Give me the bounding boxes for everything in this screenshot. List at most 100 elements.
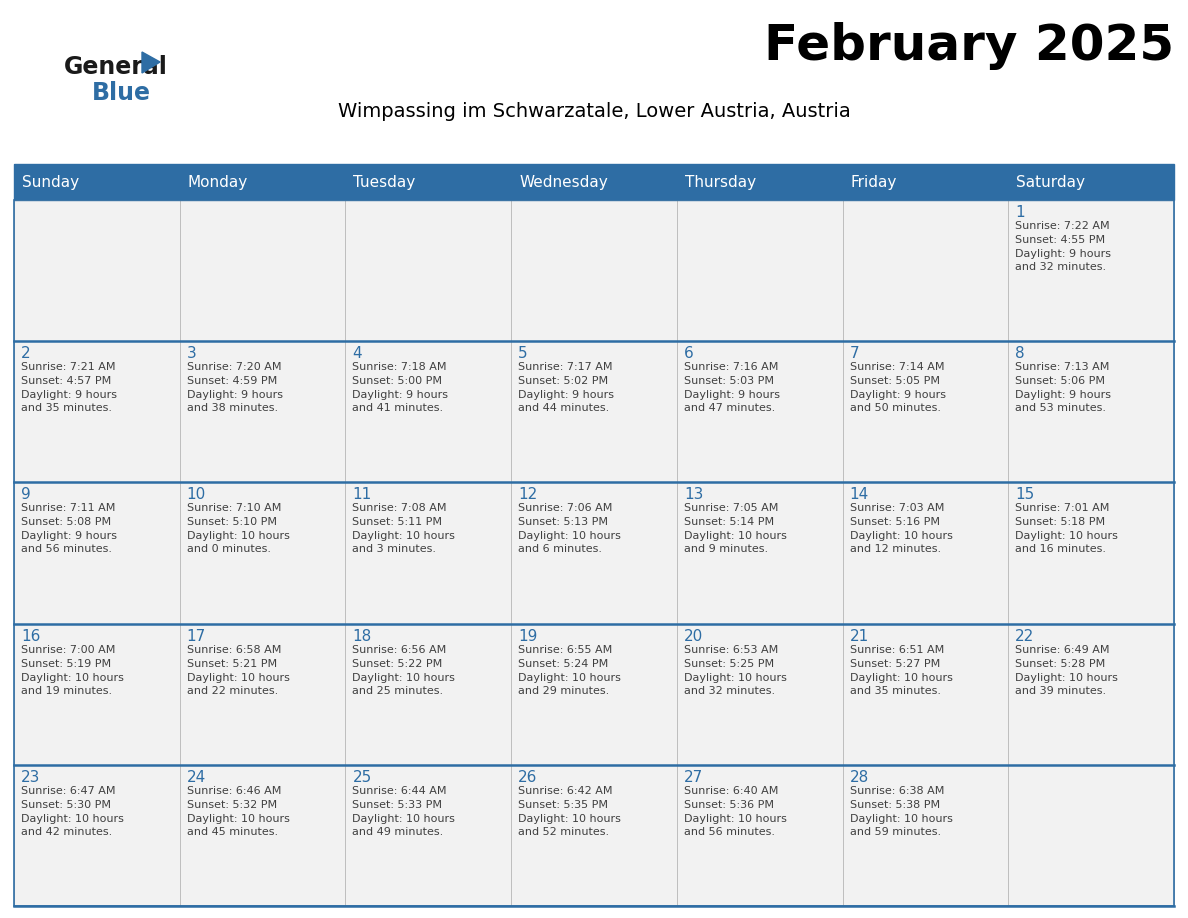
Text: and 56 minutes.: and 56 minutes.	[21, 544, 112, 554]
Bar	[511, 341, 677, 482]
Text: 10: 10	[187, 487, 206, 502]
Text: and 41 minutes.: and 41 minutes.	[353, 403, 443, 413]
Text: 13: 13	[684, 487, 703, 502]
Text: Sunrise: 6:44 AM: Sunrise: 6:44 AM	[353, 786, 447, 796]
Bar	[511, 482, 677, 623]
Text: Sunrise: 6:46 AM: Sunrise: 6:46 AM	[187, 786, 282, 796]
Text: Daylight: 10 hours: Daylight: 10 hours	[353, 813, 455, 823]
Text: Sunset: 5:35 PM: Sunset: 5:35 PM	[518, 800, 608, 810]
Text: Daylight: 9 hours: Daylight: 9 hours	[21, 532, 116, 542]
Bar	[511, 200, 677, 341]
Text: Wimpassing im Schwarzatale, Lower Austria, Austria: Wimpassing im Schwarzatale, Lower Austri…	[337, 102, 851, 121]
Bar	[511, 765, 677, 906]
Bar	[1009, 200, 1174, 341]
Bar	[346, 765, 511, 906]
Bar	[842, 482, 1009, 623]
Text: Sunset: 5:16 PM: Sunset: 5:16 PM	[849, 518, 940, 528]
Bar	[14, 200, 179, 341]
Text: and 25 minutes.: and 25 minutes.	[353, 686, 443, 696]
Text: Sunrise: 7:20 AM: Sunrise: 7:20 AM	[187, 363, 282, 372]
Bar	[14, 341, 179, 482]
Text: Sunrise: 7:21 AM: Sunrise: 7:21 AM	[21, 363, 115, 372]
Text: February 2025: February 2025	[764, 22, 1174, 70]
Bar	[677, 341, 842, 482]
Text: and 19 minutes.: and 19 minutes.	[21, 686, 112, 696]
Text: Daylight: 10 hours: Daylight: 10 hours	[21, 673, 124, 683]
Bar	[179, 482, 346, 623]
Text: Blue: Blue	[91, 81, 151, 105]
Text: Daylight: 10 hours: Daylight: 10 hours	[1016, 673, 1118, 683]
Bar	[511, 164, 677, 200]
Text: 24: 24	[187, 770, 206, 785]
Text: Sunset: 5:32 PM: Sunset: 5:32 PM	[187, 800, 277, 810]
Text: Sunrise: 7:03 AM: Sunrise: 7:03 AM	[849, 503, 944, 513]
Text: and 53 minutes.: and 53 minutes.	[1016, 403, 1106, 413]
Text: Daylight: 9 hours: Daylight: 9 hours	[849, 390, 946, 400]
Text: 12: 12	[518, 487, 537, 502]
Text: Daylight: 10 hours: Daylight: 10 hours	[684, 532, 786, 542]
Text: 22: 22	[1016, 629, 1035, 644]
Text: Sunrise: 7:14 AM: Sunrise: 7:14 AM	[849, 363, 944, 372]
Text: Daylight: 10 hours: Daylight: 10 hours	[353, 673, 455, 683]
Bar	[1009, 482, 1174, 623]
Text: Sunrise: 7:05 AM: Sunrise: 7:05 AM	[684, 503, 778, 513]
Bar	[346, 341, 511, 482]
Text: 11: 11	[353, 487, 372, 502]
Text: and 50 minutes.: and 50 minutes.	[849, 403, 941, 413]
Text: Sunrise: 7:00 AM: Sunrise: 7:00 AM	[21, 644, 115, 655]
Text: Tuesday: Tuesday	[353, 174, 416, 189]
Text: Sunrise: 7:17 AM: Sunrise: 7:17 AM	[518, 363, 613, 372]
Text: and 56 minutes.: and 56 minutes.	[684, 827, 775, 837]
Bar	[346, 482, 511, 623]
Text: Sunrise: 7:08 AM: Sunrise: 7:08 AM	[353, 503, 447, 513]
Text: Daylight: 10 hours: Daylight: 10 hours	[353, 532, 455, 542]
Bar	[677, 200, 842, 341]
Text: Daylight: 9 hours: Daylight: 9 hours	[684, 390, 779, 400]
Text: Daylight: 10 hours: Daylight: 10 hours	[187, 673, 290, 683]
Text: Daylight: 10 hours: Daylight: 10 hours	[849, 813, 953, 823]
Text: Sunrise: 6:49 AM: Sunrise: 6:49 AM	[1016, 644, 1110, 655]
Bar	[14, 200, 1174, 906]
Text: Sunset: 5:28 PM: Sunset: 5:28 PM	[1016, 658, 1106, 668]
Text: Daylight: 9 hours: Daylight: 9 hours	[353, 390, 448, 400]
Text: Sunset: 5:21 PM: Sunset: 5:21 PM	[187, 658, 277, 668]
Text: 3: 3	[187, 346, 196, 361]
Text: Sunset: 5:05 PM: Sunset: 5:05 PM	[849, 376, 940, 386]
Text: Sunrise: 7:10 AM: Sunrise: 7:10 AM	[187, 503, 282, 513]
Bar	[14, 164, 1174, 200]
Bar	[842, 164, 1009, 200]
Bar	[677, 164, 842, 200]
Text: Sunrise: 6:40 AM: Sunrise: 6:40 AM	[684, 786, 778, 796]
Text: and 29 minutes.: and 29 minutes.	[518, 686, 609, 696]
Text: 6: 6	[684, 346, 694, 361]
Bar	[346, 200, 511, 341]
Text: Sunrise: 6:58 AM: Sunrise: 6:58 AM	[187, 644, 282, 655]
Text: Daylight: 9 hours: Daylight: 9 hours	[21, 390, 116, 400]
Text: Daylight: 10 hours: Daylight: 10 hours	[187, 813, 290, 823]
Bar	[179, 200, 346, 341]
Text: Daylight: 10 hours: Daylight: 10 hours	[187, 532, 290, 542]
Text: Friday: Friday	[851, 174, 897, 189]
Text: 15: 15	[1016, 487, 1035, 502]
Text: and 35 minutes.: and 35 minutes.	[849, 686, 941, 696]
Text: Wednesday: Wednesday	[519, 174, 608, 189]
Text: 14: 14	[849, 487, 868, 502]
Text: and 22 minutes.: and 22 minutes.	[187, 686, 278, 696]
Bar	[179, 623, 346, 765]
Text: and 32 minutes.: and 32 minutes.	[1016, 262, 1106, 272]
Text: and 3 minutes.: and 3 minutes.	[353, 544, 436, 554]
Text: and 35 minutes.: and 35 minutes.	[21, 403, 112, 413]
Text: Daylight: 9 hours: Daylight: 9 hours	[518, 390, 614, 400]
Text: and 12 minutes.: and 12 minutes.	[849, 544, 941, 554]
Text: Sunrise: 6:38 AM: Sunrise: 6:38 AM	[849, 786, 944, 796]
Text: Sunset: 5:38 PM: Sunset: 5:38 PM	[849, 800, 940, 810]
Text: 27: 27	[684, 770, 703, 785]
Text: and 59 minutes.: and 59 minutes.	[849, 827, 941, 837]
Text: Daylight: 9 hours: Daylight: 9 hours	[1016, 390, 1111, 400]
Text: 23: 23	[21, 770, 40, 785]
Text: Daylight: 10 hours: Daylight: 10 hours	[849, 532, 953, 542]
Text: Daylight: 10 hours: Daylight: 10 hours	[518, 673, 621, 683]
Text: Daylight: 9 hours: Daylight: 9 hours	[1016, 249, 1111, 259]
Text: 2: 2	[21, 346, 31, 361]
Text: Sunrise: 7:01 AM: Sunrise: 7:01 AM	[1016, 503, 1110, 513]
